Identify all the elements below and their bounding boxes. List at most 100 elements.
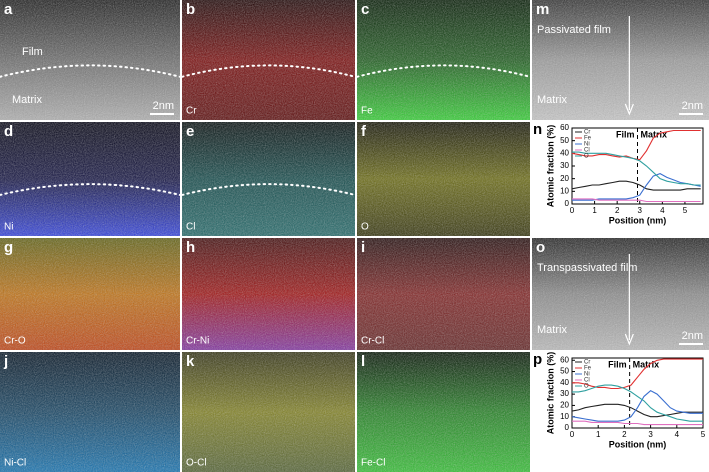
- x-tick-label: 0: [570, 206, 575, 215]
- image-noise: [357, 0, 530, 120]
- panel-letter: m: [536, 1, 549, 18]
- interface-line: [0, 183, 181, 196]
- legend-label: Fe: [584, 136, 592, 142]
- annotation: Film: [608, 359, 627, 369]
- element-label: Cl: [186, 222, 195, 233]
- x-tick-label: 0: [570, 430, 575, 439]
- panel-letter: k: [186, 353, 195, 370]
- annotation: Matrix: [641, 129, 668, 139]
- film-label: Film: [22, 46, 43, 58]
- annotation: Matrix: [633, 359, 660, 369]
- y-tick-label: 0: [565, 423, 570, 432]
- x-tick-label: 5: [683, 206, 688, 215]
- panel-letter: h: [186, 239, 195, 256]
- x-tick-label: 2: [622, 430, 627, 439]
- panel-letter: g: [4, 239, 13, 256]
- series-line: [572, 358, 703, 390]
- y-tick-label: 20: [560, 401, 569, 410]
- x-tick-label: 3: [648, 430, 653, 439]
- legend-label: O: [584, 384, 589, 390]
- legend-label: Cl: [584, 378, 590, 384]
- element-label: Ni-Cl: [4, 458, 26, 469]
- legend-label: Ni: [584, 142, 590, 148]
- image-noise: [357, 238, 530, 350]
- chart-letter: n: [533, 121, 542, 138]
- image-noise: [532, 238, 709, 350]
- image-noise: [357, 352, 530, 472]
- element-label: Cr-Ni: [186, 336, 209, 347]
- legend-label: Cr: [584, 360, 590, 366]
- legend-label: O: [584, 154, 589, 160]
- y-tick-label: 50: [560, 367, 569, 376]
- element-label: Ni: [4, 222, 13, 233]
- x-tick-label: 1: [596, 430, 601, 439]
- y-tick-label: 30: [560, 389, 569, 398]
- series-line: [572, 384, 703, 422]
- x-axis-label: Position (nm): [609, 215, 667, 225]
- plot-frame: [571, 357, 704, 429]
- image-noise: [0, 0, 180, 120]
- series-line: [572, 420, 703, 426]
- image-noise: [182, 122, 355, 236]
- element-label: Fe-Cl: [361, 458, 385, 469]
- x-tick-label: 2: [615, 206, 620, 215]
- y-tick-label: 10: [560, 186, 569, 195]
- y-tick-label: 20: [560, 174, 569, 183]
- panel-letter: j: [3, 353, 8, 370]
- x-tick-label: 4: [675, 430, 680, 439]
- series-line: [572, 172, 701, 201]
- element-label: O: [361, 222, 369, 233]
- series-line: [571, 180, 701, 191]
- image-noise: [0, 352, 180, 472]
- element-label: Cr-Cl: [361, 336, 384, 347]
- interface-line: [181, 64, 356, 78]
- chart-letter: p: [533, 351, 542, 368]
- image-noise: [182, 0, 355, 120]
- y-tick-label: 40: [560, 378, 569, 387]
- interface-line: [356, 64, 531, 78]
- x-tick-label: 3: [638, 206, 643, 215]
- series-line: [571, 129, 701, 161]
- legend-label: Fe: [584, 366, 592, 372]
- y-tick-label: 40: [560, 148, 569, 157]
- matrix-label: Matrix: [12, 94, 42, 106]
- matrix-label: Matrix: [537, 94, 567, 106]
- panel-letter: o: [536, 239, 545, 256]
- series-line: [571, 390, 703, 422]
- x-tick-label: 5: [701, 430, 706, 439]
- element-label: Cr-O: [4, 336, 26, 347]
- panel-letter: a: [4, 1, 13, 18]
- legend-label: Ni: [584, 372, 590, 378]
- y-tick-label: 50: [560, 136, 569, 145]
- image-noise: [0, 238, 180, 350]
- interface-line: [0, 64, 181, 78]
- element-label: Cr: [186, 106, 197, 117]
- series-line: [572, 198, 701, 203]
- film-label: Transpassivated film: [537, 262, 637, 274]
- element-label: O-Cl: [186, 458, 207, 469]
- scale-label: 2nm: [682, 100, 703, 112]
- image-noise: [182, 238, 355, 350]
- interface-line: [181, 183, 356, 196]
- legend-label: Cl: [584, 148, 590, 154]
- panel-letter: f: [361, 123, 367, 140]
- panel-letter: c: [361, 1, 369, 18]
- panel-letter: l: [361, 353, 365, 370]
- legend-label: Cr: [584, 130, 590, 136]
- series-line: [571, 403, 703, 418]
- film-label: Passivated film: [537, 24, 611, 36]
- arrow-head: [624, 333, 634, 346]
- panel-letter: d: [4, 123, 13, 140]
- scale-label: 2nm: [682, 330, 703, 342]
- panel-letter: i: [361, 239, 365, 256]
- arrow-head: [624, 103, 634, 116]
- image-noise: [0, 122, 180, 236]
- image-noise: [357, 122, 530, 236]
- y-axis-label: Atomic fraction (%): [545, 125, 555, 208]
- series-line: [572, 151, 701, 186]
- x-tick-label: 4: [660, 206, 665, 215]
- element-label: Fe: [361, 106, 373, 117]
- x-tick-label: 1: [592, 206, 597, 215]
- y-tick-label: 60: [560, 355, 569, 364]
